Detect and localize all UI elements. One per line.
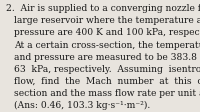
Text: and pressure are measured to be 383.8 K and: and pressure are measured to be 383.8 K … (14, 53, 200, 61)
Text: section and the mass flow rate per unit area.: section and the mass flow rate per unit … (14, 89, 200, 98)
Text: flow,  find  the  Mach  number  at  this  cross-: flow, find the Mach number at this cross… (14, 76, 200, 86)
Text: 2.  Air is supplied to a converging nozzle from a: 2. Air is supplied to a converging nozzl… (6, 4, 200, 13)
Text: pressure are 400 K and 100 kPa, respectively.: pressure are 400 K and 100 kPa, respecti… (14, 28, 200, 38)
Text: 63  kPa, respectively.  Assuming  isentropic: 63 kPa, respectively. Assuming isentropi… (14, 65, 200, 73)
Text: (Ans: 0.46, 103.3 kg·s⁻¹·m⁻²).: (Ans: 0.46, 103.3 kg·s⁻¹·m⁻²). (14, 101, 150, 110)
Text: large reservoir where the temperature and: large reservoir where the temperature an… (14, 16, 200, 26)
Text: At a certain cross-section, the temperature: At a certain cross-section, the temperat… (14, 41, 200, 50)
